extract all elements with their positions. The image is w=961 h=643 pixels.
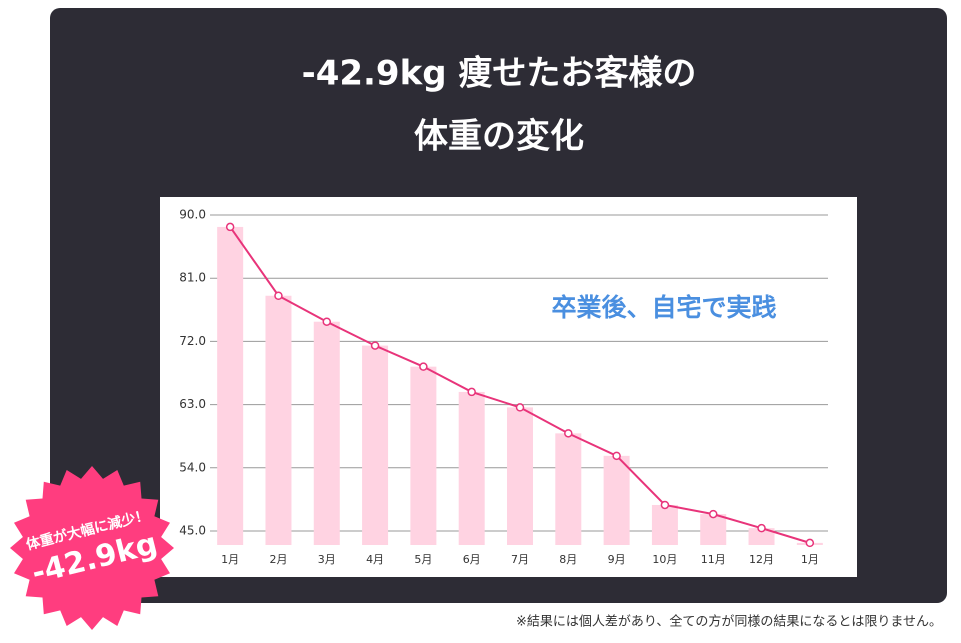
x-tick-label: 3月 <box>318 553 336 566</box>
x-tick-label: 1月 <box>221 553 239 566</box>
x-tick-label: 1月 <box>801 553 819 566</box>
point <box>370 341 380 350</box>
x-tick-label: 2月 <box>269 553 287 566</box>
y-tick-label: 81.0 <box>179 271 206 285</box>
bar <box>362 345 389 545</box>
bar <box>651 504 678 545</box>
x-tick-label: 7月 <box>511 553 529 566</box>
annotation: 卒業後、自宅で実践 <box>551 293 776 322</box>
x-tick-label: 11月 <box>701 553 726 566</box>
bar <box>265 295 292 545</box>
point <box>805 538 815 548</box>
bar <box>507 407 533 545</box>
point <box>274 291 283 300</box>
point <box>322 317 332 326</box>
point <box>419 362 428 371</box>
x-tick-label: 9月 <box>608 553 626 566</box>
bar <box>313 321 340 545</box>
bar <box>748 528 775 545</box>
point <box>515 403 525 412</box>
x-tick-label: 6月 <box>463 553 481 566</box>
bar <box>700 514 727 545</box>
x-tick-label: 12月 <box>749 553 774 566</box>
point <box>708 509 718 519</box>
y-tick-label: 63.0 <box>179 397 206 411</box>
y-tick-label: 90.0 <box>179 208 206 222</box>
bar <box>603 455 630 545</box>
bar <box>555 433 582 545</box>
point <box>660 500 670 510</box>
badge: 体重が大幅に減少！ -42.9kg <box>10 466 174 630</box>
bar <box>410 366 437 545</box>
title-line: -42.9kg 痩せたお客様の <box>302 54 697 94</box>
x-tick-label: 8月 <box>559 553 577 566</box>
x-tick-label: 4月 <box>366 553 384 566</box>
y-tick-label: 54.0 <box>179 460 206 474</box>
point <box>564 429 573 438</box>
point <box>225 222 235 232</box>
bar <box>458 391 485 545</box>
footnote: ※結果には個人差があり、全ての方が同様の結果になるとは限りません。 <box>516 614 942 630</box>
bar <box>217 226 244 546</box>
point <box>612 451 621 461</box>
x-tick-label: 10月 <box>652 553 677 566</box>
y-tick-label: 45.0 <box>179 523 206 537</box>
badge-burst <box>10 466 174 630</box>
x-tick-label: 5月 <box>414 553 432 566</box>
title-line: 体重の変化 <box>414 117 584 157</box>
point <box>757 523 766 533</box>
y-tick-label: 72.0 <box>179 334 206 348</box>
point <box>467 387 476 397</box>
